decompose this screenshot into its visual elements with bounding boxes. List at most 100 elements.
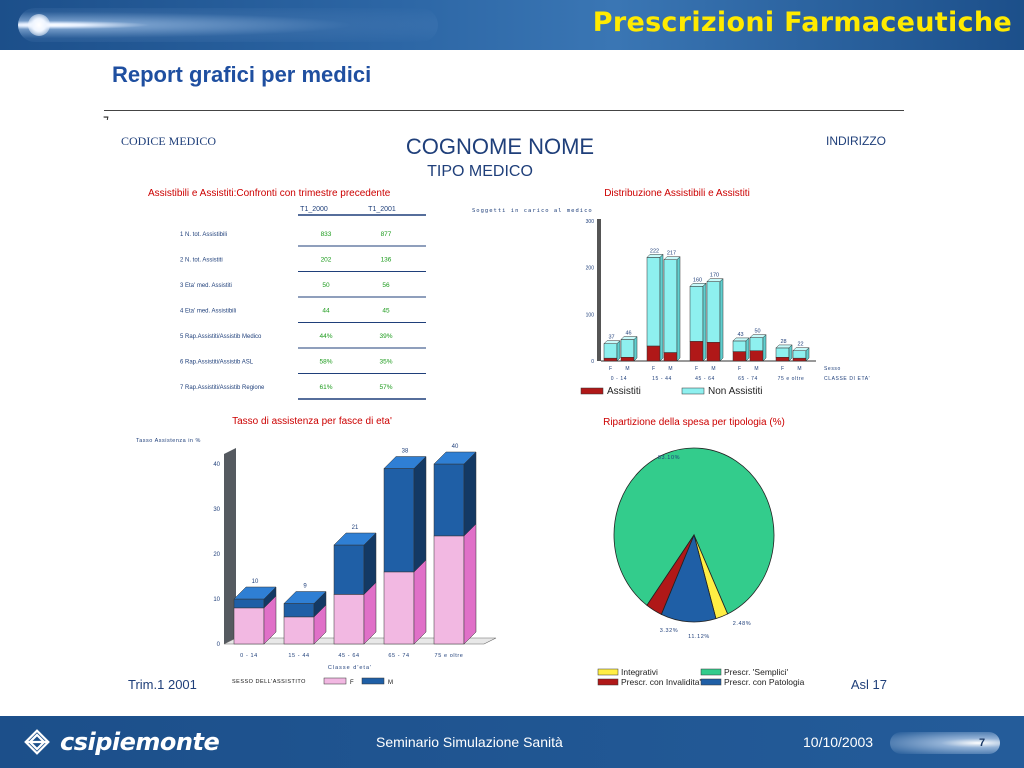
y-tick-label: 20: [213, 552, 220, 558]
pie-legend-label: Prescr. con Patologia: [724, 677, 805, 687]
table-row-label: 6 Rap.Assistiti/Assistib ASL: [180, 360, 254, 366]
page-number: 7: [979, 737, 986, 749]
bar-value-label: 217: [667, 251, 676, 257]
age-group-label: 15 - 44: [288, 653, 309, 659]
bar-side-male: [413, 455, 427, 573]
pie-legend-label: Integrativi: [621, 667, 658, 677]
bar-non-assistiti: [792, 350, 807, 359]
bar-assistiti: [775, 357, 790, 362]
sex-tick-label: M: [797, 366, 801, 372]
legend-swatch-f: [323, 677, 347, 685]
bar-male: [333, 544, 365, 595]
table-cell: 35%: [379, 359, 392, 366]
header-bar: Prescrizioni Farmaceutiche: [0, 0, 1024, 50]
pie-slice-label: 83.10%: [658, 455, 680, 461]
table-cell: 44%: [319, 333, 332, 340]
pie-legend-swatch: [597, 678, 619, 686]
table-cell: 202: [321, 257, 332, 264]
table-row-label: 7 Rap.Assistiti/Assistib Regione: [180, 385, 265, 391]
table-row-label: 3 Eta' med. Assistiti: [180, 283, 232, 289]
bar-side-female: [463, 523, 477, 645]
table-cell: 877: [381, 231, 392, 238]
report-panel: CODICE MEDICO COGNOME NOME TIPO MEDICO I…: [104, 120, 904, 708]
bar-side-female: [263, 595, 277, 645]
bar-value-label: 22: [797, 342, 803, 348]
bar-female: [433, 535, 465, 645]
bar-value-label: 21: [352, 525, 359, 531]
tasso-legend-title: SESSO DELL'ASSISTITO: [232, 679, 306, 685]
table-cell: 58%: [319, 359, 332, 366]
age-group-label: 45 - 64: [338, 653, 359, 659]
table-col-header: T1_2001: [368, 206, 396, 213]
table-cell: 50: [322, 282, 330, 289]
bar-side-female: [313, 604, 327, 645]
footer-date: 10/10/2003: [803, 734, 874, 750]
brand-name: csipiemonte: [60, 728, 220, 756]
bar-side-face: [745, 337, 750, 362]
bar-value-label: 50: [754, 329, 760, 335]
bar-male: [433, 463, 465, 537]
bar-assistiti: [689, 341, 704, 362]
trimestre-label: Trim.1 2001: [128, 677, 197, 692]
bar-assistiti: [749, 350, 764, 362]
bar-side-face: [676, 256, 681, 362]
bar-female: [333, 594, 365, 645]
spesa-legend: Integrativi Prescr. 'Semplici'Prescr. con…: [597, 667, 805, 687]
age-group-label: 45 - 64: [695, 376, 715, 382]
pie-slice-label: 11.12%: [688, 634, 710, 640]
table-cell: 44: [322, 308, 330, 315]
csipiemonte-logo: csipiemonte: [20, 722, 220, 762]
bar-non-assistiti: [732, 340, 747, 352]
tasso-title: Tasso di assistenza per fasce di eta': [232, 416, 392, 427]
bar-non-assistiti: [775, 347, 790, 358]
age-group-label: 65 - 74: [738, 376, 758, 382]
distribuzione-plot: 300 200 100 0 37 F 46 M 222 F 217 M 160 F 170 M 43 F 50 M 28…: [586, 219, 870, 382]
bar-side-female: [413, 559, 427, 645]
y-tick-label: 200: [586, 266, 595, 272]
pie-slice-label: 3.32%: [660, 628, 679, 634]
legend-swatch-non-assistiti: [681, 387, 705, 395]
bar-side-face: [762, 334, 767, 362]
diamond-logo-icon: [24, 729, 50, 755]
x-axis-label: CLASSE DI ETA': [824, 376, 870, 382]
sex-tick-label: F: [695, 366, 698, 372]
age-group-label: 75 e oltre: [435, 653, 464, 659]
bar-value-label: 40: [452, 444, 459, 450]
pie-slice-label: 2.48%: [733, 621, 752, 627]
legend-label-f: F: [350, 680, 354, 686]
pie-legend-label: Prescr. con Invalidita': [621, 677, 701, 687]
bar-value-label: 160: [693, 277, 702, 283]
sex-tick-label: M: [668, 366, 672, 372]
table-col-header: T1_2000: [300, 206, 328, 213]
bar-assistiti: [663, 352, 678, 362]
legend-label-assistiti: Assistiti: [607, 386, 641, 397]
bar-assistiti: [732, 351, 747, 362]
table-row-label: 5 Rap.Assistiti/Assistib Medico: [180, 334, 262, 340]
y-tick-label: 40: [213, 462, 220, 468]
age-group-label: 0 - 14: [611, 376, 627, 382]
footer-bar: csipiemonte Seminario Simulazione Sanità…: [0, 716, 1024, 768]
y-tick-label: 100: [586, 312, 595, 318]
bar-value-label: 37: [608, 335, 614, 341]
bar-value-label: 43: [737, 332, 743, 338]
table-cell: 56: [382, 282, 390, 289]
medico-name: COGNOME NOME: [406, 134, 594, 159]
spesa-pie: 83.10% 2.48% 11.12% 3.32%: [613, 447, 775, 640]
table-row-label: 2 N. tot. Assistiti: [180, 258, 223, 264]
bar-female: [233, 607, 265, 645]
age-group-label: 15 - 44: [652, 376, 672, 382]
bar-assistiti: [792, 357, 807, 362]
tasso-xlabel: Classe d'eta': [328, 665, 372, 671]
cursor-icon: ⁊: [103, 112, 109, 126]
table-cell: 57%: [379, 384, 392, 391]
sex-tick-label: M: [754, 366, 758, 372]
sex-axis-label: Sesso: [824, 366, 841, 372]
table-title: Assistibili e Assistiti:Confronti con tr…: [148, 188, 391, 199]
y-tick-label: 10: [213, 597, 220, 603]
medico-tipo: TIPO MEDICO: [427, 163, 533, 180]
bar-side-face: [788, 344, 793, 362]
bar-assistiti: [620, 357, 635, 362]
bar-non-assistiti: [603, 343, 618, 359]
table-cell: 833: [321, 231, 332, 238]
age-group-label: 0 - 14: [240, 653, 258, 659]
